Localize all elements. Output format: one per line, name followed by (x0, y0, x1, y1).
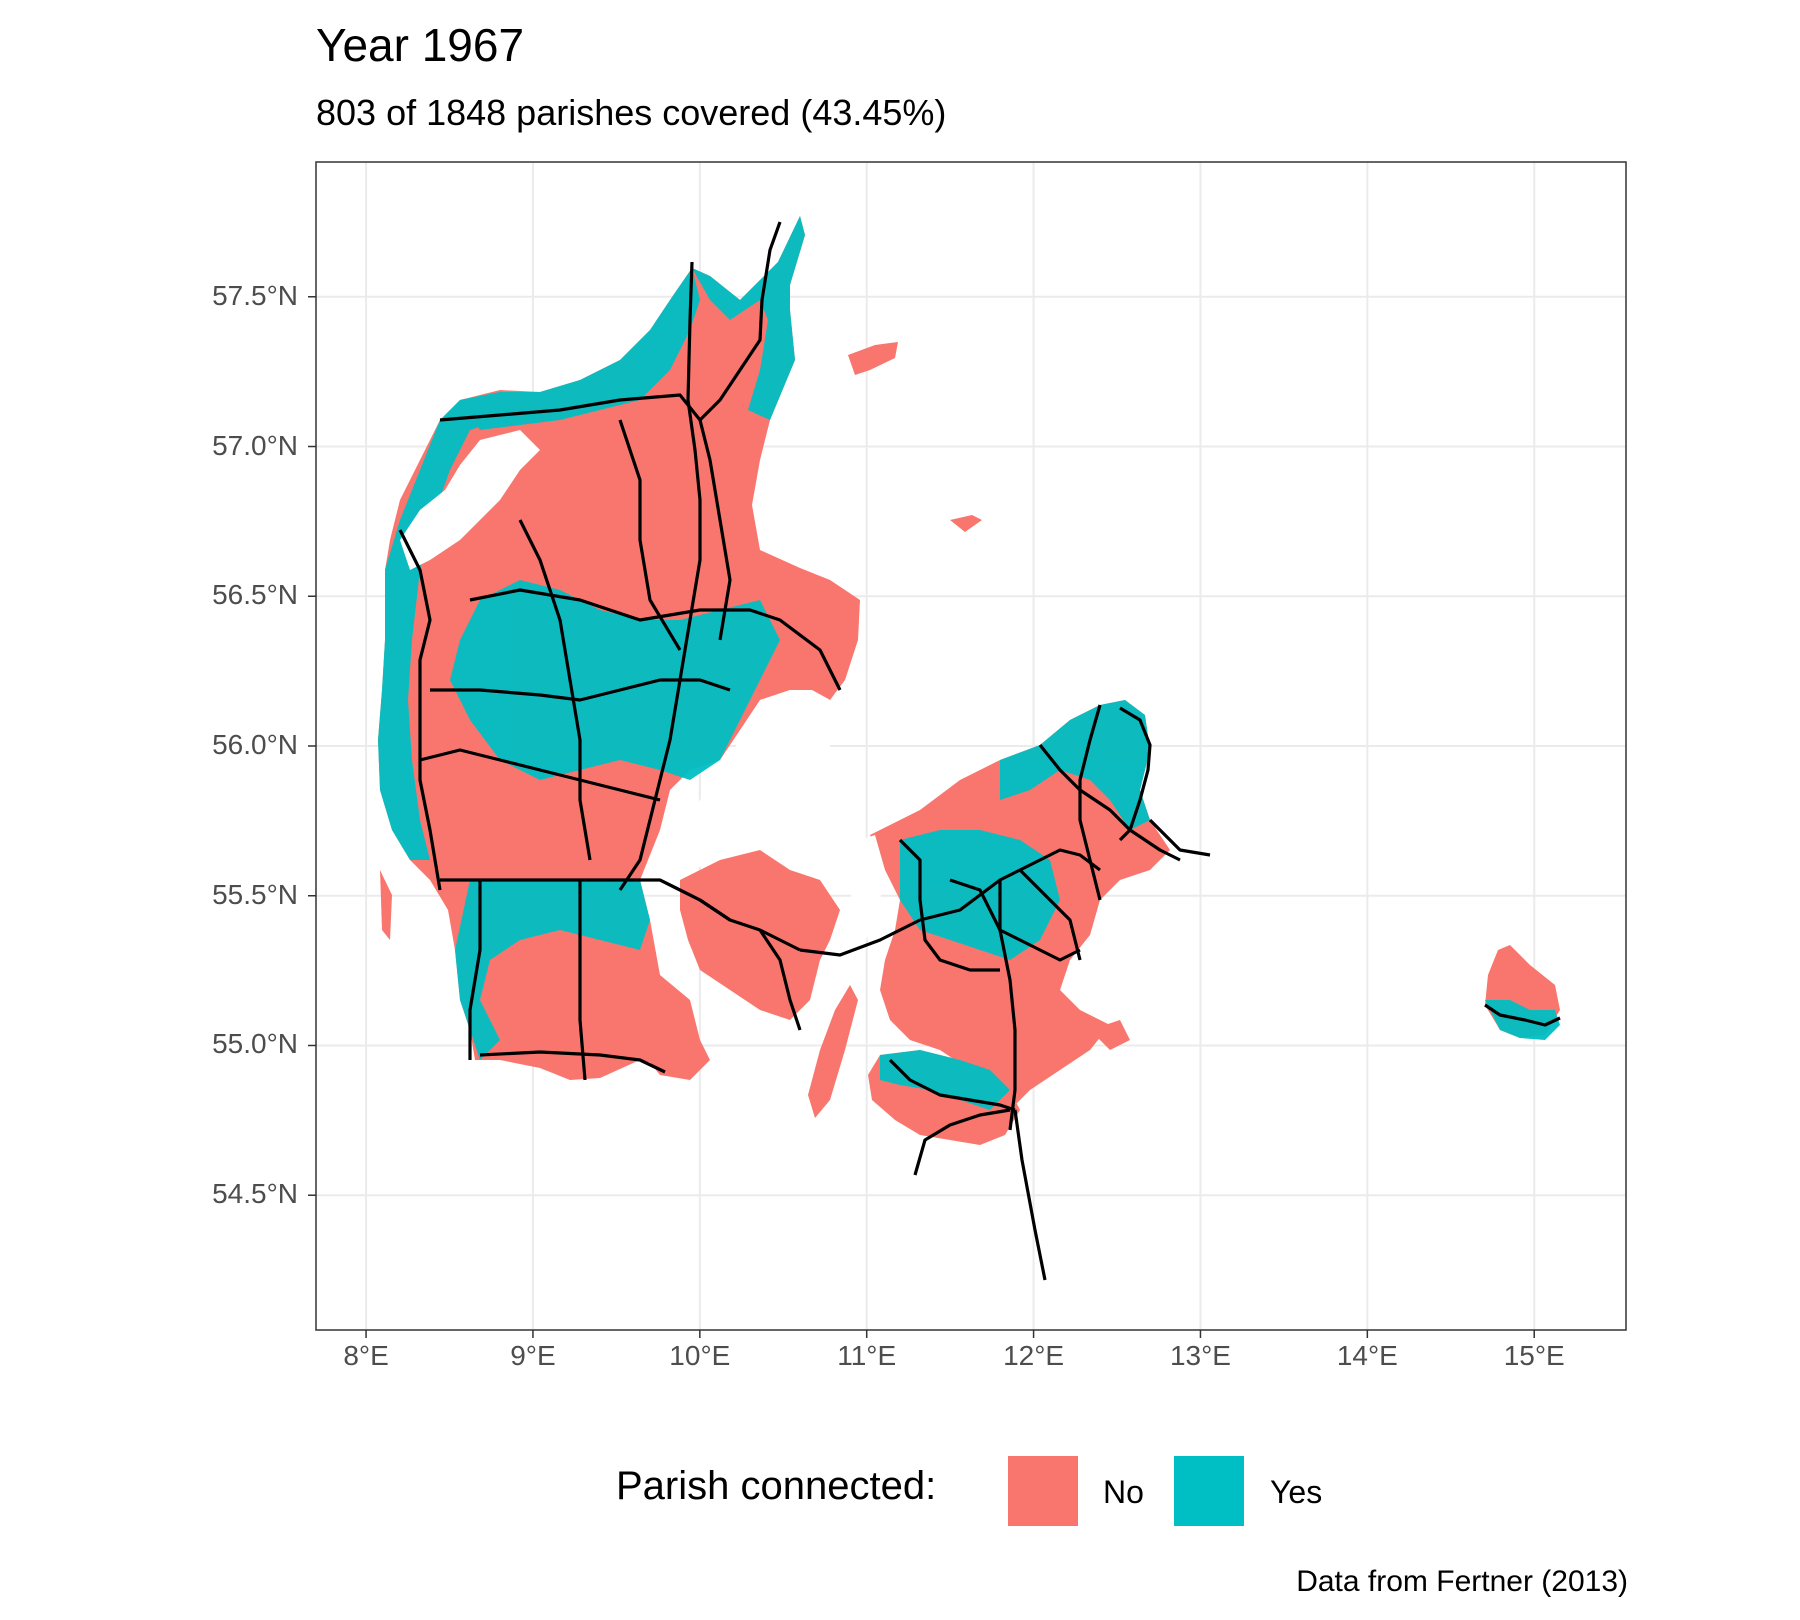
caption: Data from Fertner (2013) (1296, 1565, 1628, 1598)
y-tick-label: 56.0°N (212, 729, 298, 760)
rail-line (1148, 818, 1211, 857)
zealand-north-band (1000, 700, 1150, 830)
rail-line (419, 748, 661, 802)
fano-island (380, 870, 392, 940)
rail-line (799, 918, 921, 957)
limfjord-water (400, 430, 540, 570)
rail-line (913, 1108, 1011, 1176)
rail-line (618, 261, 702, 891)
y-axis-ticks (308, 296, 316, 1196)
rail-line (1018, 868, 1082, 961)
coastal-band-west (378, 392, 500, 860)
legend-label-yes: Yes (1270, 1474, 1323, 1510)
central-band (450, 580, 780, 780)
y-tick-label: 54.5°N (212, 1178, 298, 1210)
rail-line (919, 848, 1101, 922)
funen-island (680, 850, 840, 1020)
rail-line (1078, 704, 1102, 901)
great-belt-gap (835, 835, 885, 985)
als-island (640, 1000, 710, 1080)
x-tick-label: 15°E (1503, 1340, 1565, 1371)
x-axis-ticks (365, 1330, 1535, 1338)
water-areas (400, 430, 885, 985)
x-tick-label: 11°E (837, 1340, 897, 1371)
y-tick-label: 57.0°N (212, 429, 298, 461)
anholt-island (950, 515, 982, 532)
rail-line (469, 588, 842, 691)
south-band (455, 880, 650, 1060)
rail-line (659, 878, 801, 952)
legend: Parish connected: No Yes (0, 1450, 1800, 1530)
rail-line (758, 929, 802, 1031)
x-tick-label: 12°E (1003, 1340, 1065, 1371)
legend-title: Parish connected: (616, 1464, 937, 1508)
legend-label-no: No (1103, 1474, 1144, 1510)
x-tick-label: 8°E (343, 1340, 389, 1371)
x-tick-label: 14°E (1336, 1340, 1398, 1371)
y-tick-label: 55.0°N (212, 1028, 298, 1060)
north-tip-band (692, 216, 805, 420)
rail-line (1484, 1003, 1561, 1027)
rail-line (888, 1058, 1016, 1112)
rail-line (698, 221, 782, 422)
land-yes (378, 216, 1560, 1110)
rail-line (430, 678, 731, 702)
x-tick-label: 13°E (1169, 1340, 1231, 1371)
rail-line (439, 393, 732, 641)
limfjord-band (460, 268, 700, 430)
mon-island (1090, 1020, 1130, 1050)
y-tick-label: 55.5°N (212, 878, 298, 910)
rail-line (949, 878, 1081, 962)
laeso-island (848, 342, 898, 375)
rail-line (898, 838, 1000, 972)
railway-lines (398, 221, 1561, 1281)
rail-line (398, 529, 442, 891)
rail-line (998, 880, 1017, 1131)
rail-line (479, 1050, 666, 1074)
rail-line (518, 519, 592, 861)
lolland-band (880, 1050, 1010, 1110)
rail-line (1013, 1109, 1047, 1281)
x-tick-label: 10°E (669, 1340, 731, 1371)
y-tick-label: 56.5°N (212, 579, 298, 611)
rail-line (468, 880, 482, 1060)
rail-line (1038, 744, 1181, 862)
rail-line (618, 419, 682, 651)
chart-subtitle: 803 of 1848 parishes covered (43.45%) (316, 92, 947, 133)
y-tick-label: 57.5°N (212, 279, 298, 311)
rail-line (578, 880, 587, 1081)
legend-swatch-no (1008, 1456, 1078, 1526)
x-tick-label: 9°E (510, 1340, 556, 1371)
kattegat-gap (660, 690, 830, 880)
langeland-island (808, 985, 858, 1118)
chart-title: Year 1967 (316, 19, 525, 71)
legend-swatch-yes (1174, 1456, 1244, 1526)
